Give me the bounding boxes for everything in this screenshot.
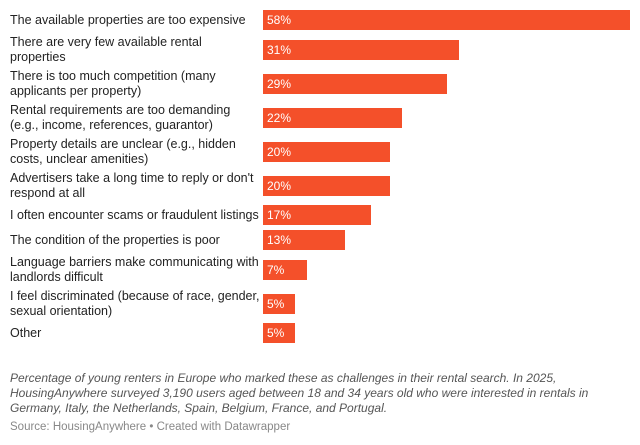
bar bbox=[263, 323, 295, 343]
bar bbox=[263, 10, 630, 30]
bar bbox=[263, 39, 460, 60]
bar bbox=[263, 205, 371, 225]
bar-track: 20% bbox=[263, 175, 630, 196]
value-label: 31% bbox=[267, 42, 292, 57]
bar bbox=[263, 107, 403, 128]
bar-row: Language barriers make communicating wit… bbox=[10, 255, 630, 284]
chart-source: Source: HousingAnywhere • Created with D… bbox=[10, 421, 291, 433]
value-label: 20% bbox=[267, 144, 292, 159]
value-label: 29% bbox=[267, 76, 292, 91]
category-label: Other bbox=[10, 325, 42, 340]
bar bbox=[263, 73, 447, 94]
bar-row: Advertisers take a long time to reply or… bbox=[10, 171, 630, 200]
value-label: 7% bbox=[267, 262, 285, 277]
bar-track: 17% bbox=[263, 205, 630, 225]
category-label: There are very few available rental prop… bbox=[10, 35, 202, 64]
bar-track: 22% bbox=[263, 107, 630, 128]
bar bbox=[263, 141, 390, 162]
category-label: The available properties are too expensi… bbox=[10, 12, 246, 27]
value-label: 58% bbox=[267, 13, 292, 27]
category-label: The condition of the properties is poor bbox=[10, 232, 220, 247]
bar-row: I feel discriminated (because of race, g… bbox=[10, 289, 630, 318]
bar-track: 13% bbox=[263, 230, 630, 250]
bar-row: There is too much competition (many appl… bbox=[10, 69, 630, 98]
bar-chart: The available properties are too expensi… bbox=[10, 10, 630, 348]
value-label: 5% bbox=[267, 296, 285, 311]
bar-row: The available properties are too expensi… bbox=[10, 10, 630, 30]
category-label: Rental requirements are too demanding (e… bbox=[10, 103, 231, 132]
bar-track: 31% bbox=[263, 39, 630, 60]
bar bbox=[263, 293, 295, 314]
category-label: Advertisers take a long time to reply or… bbox=[10, 171, 254, 200]
value-label: 22% bbox=[267, 110, 292, 125]
bar-row: There are very few available rental prop… bbox=[10, 35, 630, 64]
bar-row: Rental requirements are too demanding (e… bbox=[10, 103, 630, 132]
bar-row: I often encounter scams or fraudulent li… bbox=[10, 205, 630, 225]
bar-track: 29% bbox=[263, 73, 630, 94]
bar-row: Other 5% bbox=[10, 323, 630, 343]
bar bbox=[263, 230, 346, 250]
value-label: 13% bbox=[267, 233, 292, 247]
value-label: 5% bbox=[267, 326, 285, 340]
category-label: Property details are unclear (e.g., hidd… bbox=[10, 137, 236, 166]
category-label: There is too much competition (many appl… bbox=[10, 69, 216, 98]
bar-track: 5% bbox=[263, 323, 630, 343]
value-label: 20% bbox=[267, 178, 292, 193]
bar-track: 7% bbox=[263, 259, 630, 280]
category-label: I feel discriminated (because of race, g… bbox=[10, 289, 260, 318]
bar-track: 5% bbox=[263, 293, 630, 314]
bar bbox=[263, 259, 308, 280]
bar-track: 20% bbox=[263, 141, 630, 162]
chart-notes: Percentage of young renters in Europe wh… bbox=[10, 371, 589, 415]
bar-track: 58% bbox=[263, 10, 630, 30]
bar-row: The condition of the properties is poor 1… bbox=[10, 230, 630, 250]
bar-row: Property details are unclear (e.g., hidd… bbox=[10, 137, 630, 166]
category-label: Language barriers make communicating wit… bbox=[10, 255, 259, 284]
category-label: I often encounter scams or fraudulent li… bbox=[10, 207, 259, 222]
value-label: 17% bbox=[267, 208, 292, 222]
bar bbox=[263, 175, 390, 196]
